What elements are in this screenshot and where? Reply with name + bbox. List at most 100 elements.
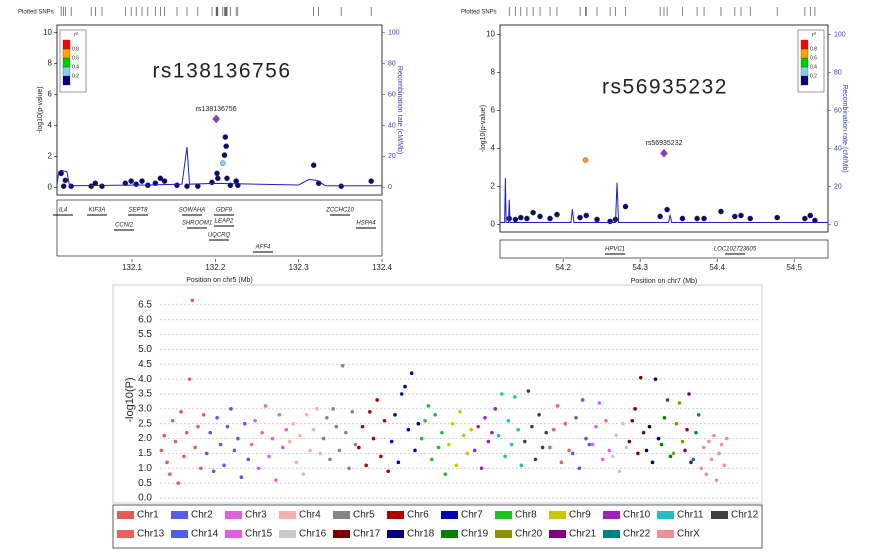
lead-snp bbox=[212, 114, 220, 124]
snp-point bbox=[714, 478, 719, 482]
snp-point bbox=[350, 410, 355, 414]
y-tick-label: 3.5 bbox=[138, 389, 152, 400]
snp-point bbox=[337, 448, 342, 453]
snp-point bbox=[738, 212, 744, 219]
snp-point bbox=[328, 457, 332, 462]
snp-point bbox=[360, 424, 365, 429]
legend-swatch bbox=[171, 530, 188, 538]
snp-point bbox=[677, 401, 682, 405]
snp-point bbox=[490, 430, 494, 435]
legend-label: Chr5 bbox=[353, 510, 375, 521]
y-tick-label: 2 bbox=[48, 151, 53, 160]
snp-point bbox=[600, 457, 605, 462]
y-axis-label: -log10(P) bbox=[124, 377, 136, 422]
y-tick-label: 5.5 bbox=[138, 329, 152, 340]
lead-snp bbox=[660, 148, 668, 158]
snp-point bbox=[580, 398, 585, 402]
snp-point bbox=[353, 442, 358, 447]
snp-point bbox=[159, 448, 164, 453]
gene-label: UQCRQ bbox=[208, 233, 231, 239]
legend-swatch bbox=[603, 530, 620, 538]
snp-point bbox=[201, 413, 206, 417]
snp-point bbox=[222, 134, 229, 140]
snp-point bbox=[161, 178, 168, 184]
r2-legend-tick: 0.2 bbox=[810, 73, 817, 79]
x-tick-label: 132.4 bbox=[372, 263, 393, 272]
snp-point bbox=[633, 407, 637, 411]
snp-point bbox=[190, 298, 195, 303]
legend-label: Chr16 bbox=[299, 529, 327, 540]
legend-label: Chr19 bbox=[461, 529, 489, 540]
snp-point bbox=[701, 215, 707, 222]
legend-swatch bbox=[117, 530, 134, 538]
snp-point bbox=[522, 439, 527, 444]
snp-point bbox=[587, 442, 592, 447]
snp-point bbox=[382, 418, 387, 423]
snp-point bbox=[331, 407, 335, 411]
snp-point bbox=[512, 216, 519, 223]
snp-point bbox=[607, 448, 612, 453]
y-axis-label: -log10(p-value) bbox=[480, 105, 487, 152]
legend-swatch bbox=[657, 511, 674, 519]
snp-point bbox=[674, 421, 679, 426]
snp-point bbox=[516, 427, 520, 432]
snp-point bbox=[807, 212, 814, 219]
snp-point bbox=[243, 421, 247, 426]
y2-tick-label: 60 bbox=[834, 107, 842, 114]
snp-point bbox=[577, 214, 583, 221]
snp-point bbox=[687, 392, 691, 396]
snp-point bbox=[683, 448, 687, 453]
snp-point bbox=[802, 215, 808, 222]
legend-swatch bbox=[225, 511, 242, 519]
snp-point bbox=[447, 442, 451, 447]
snp-point bbox=[622, 203, 629, 210]
snp-point bbox=[253, 418, 257, 423]
snp-point bbox=[574, 415, 578, 420]
legend-label: Chr18 bbox=[407, 529, 435, 540]
plot-frame bbox=[56, 24, 383, 196]
snp-point bbox=[653, 377, 658, 381]
y2-tick-label: 80 bbox=[834, 69, 842, 76]
snp-point bbox=[375, 398, 379, 402]
snp-point bbox=[555, 404, 560, 408]
y-tick-label: 8 bbox=[491, 68, 496, 77]
snp-point bbox=[650, 460, 655, 465]
r2-legend-swatch bbox=[62, 48, 71, 59]
snp-point bbox=[430, 457, 434, 462]
y2-tick-label: 20 bbox=[834, 183, 842, 190]
snp-point bbox=[340, 363, 345, 368]
snp-point bbox=[176, 481, 181, 485]
legend-swatch bbox=[387, 530, 404, 538]
snp-point bbox=[139, 178, 145, 184]
snp-point bbox=[419, 436, 424, 441]
snp-point bbox=[699, 466, 704, 471]
snp-point bbox=[638, 375, 643, 380]
snp-point bbox=[597, 401, 602, 405]
snp-point bbox=[443, 472, 448, 477]
snp-point bbox=[812, 217, 818, 224]
snp-point bbox=[284, 427, 289, 432]
legend-label: Chr10 bbox=[623, 510, 651, 521]
snp-point bbox=[506, 418, 511, 423]
snp-point bbox=[416, 421, 421, 426]
lead-snp-label: rs56935232 bbox=[646, 140, 683, 147]
snp-point bbox=[627, 439, 632, 444]
snp-point bbox=[347, 466, 351, 471]
legend-label: Chr17 bbox=[353, 529, 381, 540]
y-tick-label: 6 bbox=[491, 106, 496, 115]
snp-point bbox=[204, 451, 209, 456]
y-tick-label: 4.0 bbox=[138, 374, 152, 385]
snp-point bbox=[222, 463, 226, 468]
legend-label: Chr7 bbox=[461, 510, 483, 521]
snp-point bbox=[774, 214, 780, 221]
legend-label: Chr22 bbox=[623, 529, 651, 540]
gene-track bbox=[56, 199, 383, 257]
gene-label: KIF3A bbox=[89, 208, 106, 214]
legend-swatch bbox=[549, 511, 566, 519]
snp-point bbox=[537, 213, 543, 220]
snp-point bbox=[88, 183, 94, 189]
legend-swatch bbox=[225, 530, 242, 538]
snp-point bbox=[334, 424, 339, 429]
snp-point bbox=[162, 433, 167, 438]
snp-point bbox=[287, 439, 292, 444]
